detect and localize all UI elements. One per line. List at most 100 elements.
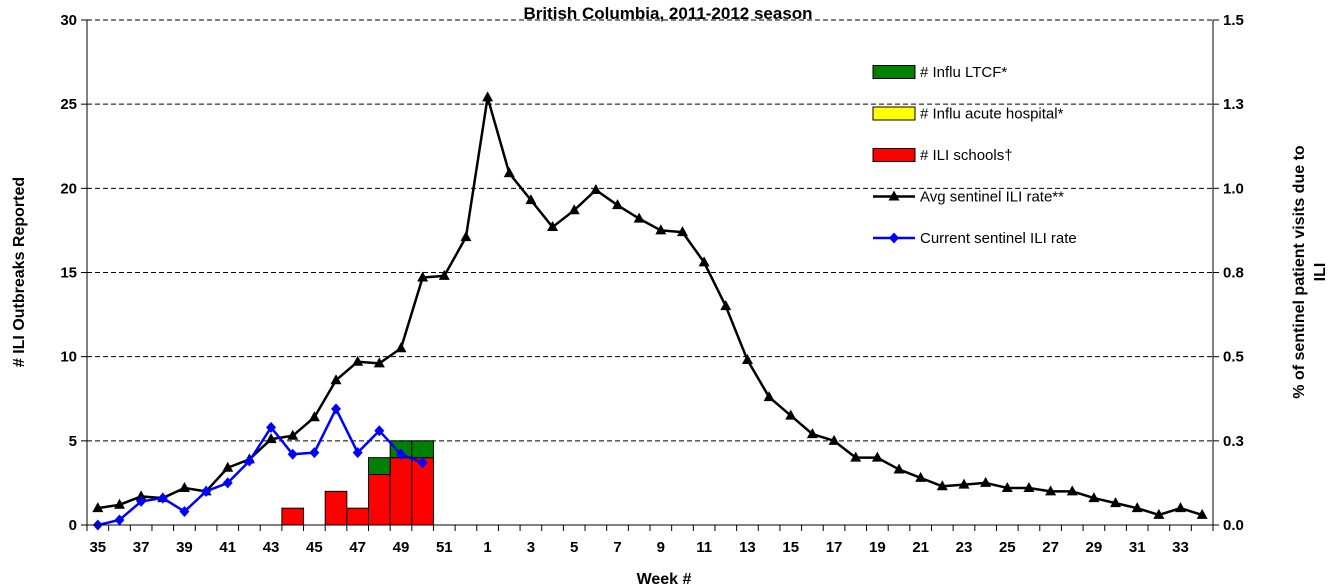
current-rate-point — [136, 495, 147, 507]
x-tick-label: 7 — [613, 539, 621, 556]
legend: # Influ LTCF* # Influ acute hospital* # IL… — [872, 64, 1077, 247]
avg-rate-point — [612, 199, 624, 210]
avg-rate-point — [980, 476, 992, 487]
avg-rate-point — [1088, 492, 1100, 503]
avg-rate-point — [287, 429, 299, 440]
y-left-tick-label: 0 — [69, 517, 77, 534]
y-right-tick-label: 0.0 — [1223, 517, 1244, 534]
x-tick-label: 19 — [869, 539, 886, 556]
avg-rate-point — [395, 342, 407, 353]
avg-rate-point — [958, 478, 970, 489]
legend-label: Avg sentinel ILI rate** — [920, 189, 1064, 206]
bar — [389, 457, 413, 526]
legend-label: # Influ acute hospital* — [920, 106, 1064, 123]
y-left-tick-label: 10 — [60, 349, 77, 366]
chart-title: British Columbia, 2011-2012 season — [523, 4, 812, 23]
avg-rate-point — [135, 490, 147, 501]
x-tick-label: 17 — [826, 539, 843, 556]
y-right-tick-label: 0.5 — [1223, 349, 1244, 366]
avg-rate-point — [676, 226, 688, 237]
y-axis-title-right-line1: % of sentinel patient visits due to — [1291, 145, 1308, 399]
legend-swatch — [872, 106, 916, 121]
avg-rate-point — [417, 271, 429, 282]
current-rate-point — [114, 514, 125, 526]
avg-rate-point — [525, 194, 537, 205]
avg-rate-point — [1131, 502, 1143, 513]
current-rate-point — [395, 448, 406, 460]
avg-rate-point — [308, 411, 320, 422]
x-tick-label: 47 — [349, 539, 366, 556]
bar — [346, 507, 370, 526]
current-rate-point — [374, 425, 385, 437]
avg-rate-point — [1110, 497, 1122, 508]
y-axis-title-left: # ILI Outbreaks Reported — [11, 177, 28, 367]
x-tick-label: 21 — [912, 539, 929, 556]
current-rate-point — [244, 455, 255, 467]
x-tick-label: 25 — [999, 539, 1016, 556]
legend-label: # ILI schools† — [920, 147, 1013, 164]
avg-rate-point — [352, 355, 364, 366]
y-axis-title-right-line2: ILI — [1312, 263, 1329, 282]
avg-rate-point — [590, 184, 602, 195]
x-tick-label: 23 — [956, 539, 973, 556]
avg-rate-point — [460, 231, 472, 242]
legend-marker — [889, 232, 899, 244]
legend-swatch — [872, 148, 916, 162]
avg-rate-point — [92, 502, 104, 513]
avg-rate-point — [330, 374, 342, 385]
avg-rate-point — [850, 451, 862, 462]
legend-swatch — [872, 65, 916, 79]
x-tick-label: 49 — [393, 539, 410, 556]
bar-series — [281, 440, 434, 526]
avg-rate-point — [763, 391, 775, 402]
x-tick-label: 35 — [89, 539, 106, 556]
x-tick-label: 31 — [1129, 539, 1146, 556]
current-rate-point — [352, 447, 363, 459]
x-tick-label: 45 — [306, 539, 323, 556]
x-tick-label: 43 — [263, 539, 280, 556]
avg-rate-point — [871, 451, 883, 462]
bar — [368, 457, 391, 475]
avg-rate-point — [438, 269, 450, 280]
y-left-tick-label: 5 — [69, 433, 77, 450]
avg-rate-point — [655, 224, 667, 235]
y-right-tick-label: 1.0 — [1223, 180, 1244, 197]
x-tick-label: 9 — [657, 539, 665, 556]
y-right-tick-label: 1.3 — [1223, 96, 1244, 113]
bar — [411, 440, 434, 459]
line-series — [92, 91, 1208, 531]
avg-rate-line — [97, 96, 1203, 517]
current-rate-point — [417, 457, 428, 469]
x-tick-label: 5 — [570, 539, 578, 556]
avg-rate-point — [1045, 485, 1057, 496]
current-rate-point — [201, 485, 212, 497]
avg-rate-point — [1196, 508, 1208, 519]
x-tick-label: 27 — [1042, 539, 1059, 556]
current-rate-line — [97, 407, 424, 527]
x-tick-label: 11 — [696, 539, 712, 556]
avg-rate-point — [1023, 481, 1035, 492]
x-tick-label: 3 — [527, 539, 535, 556]
avg-rate-point — [1153, 508, 1165, 519]
y-left-tick-label: 25 — [60, 96, 77, 113]
bar — [281, 507, 305, 526]
avg-rate-point — [893, 463, 905, 474]
avg-rate-point — [222, 461, 234, 472]
current-rate-point — [179, 506, 190, 518]
avg-rate-point — [806, 428, 818, 439]
axes: 0 0.05 0.310 0.515 0.820 1.025 1.330 1.535 37 39 4… — [60, 12, 1244, 556]
avg-rate-point — [1001, 481, 1013, 492]
avg-rate-point — [828, 434, 840, 445]
avg-rate-point — [547, 221, 559, 232]
y-right-tick-label: 0.8 — [1223, 265, 1244, 282]
legend-label: Current sentinel ILI rate — [920, 230, 1077, 247]
current-rate-point — [331, 403, 342, 415]
avg-rate-point — [915, 471, 927, 482]
avg-rate-point — [568, 204, 580, 215]
avg-rate-point — [1066, 485, 1078, 496]
avg-rate-point — [785, 409, 797, 420]
avg-rate-point — [373, 357, 385, 368]
current-rate-point — [266, 421, 277, 433]
y-right-tick-label: 1.5 — [1223, 12, 1244, 29]
